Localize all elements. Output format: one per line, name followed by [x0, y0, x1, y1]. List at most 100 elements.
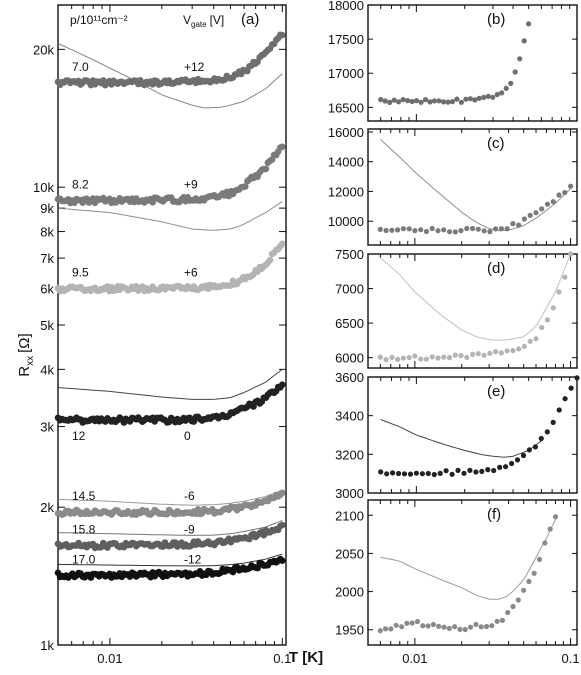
data-point — [550, 199, 556, 205]
data-point — [503, 464, 509, 470]
data-point — [483, 623, 490, 630]
y-tick-label: 17500 — [328, 32, 364, 47]
y-tick-label: 3200 — [335, 447, 364, 462]
y-tick-label: 1k — [40, 638, 54, 653]
data-point — [490, 94, 496, 100]
data-point — [473, 621, 479, 628]
data-point — [481, 94, 487, 100]
theory-curve — [57, 369, 283, 400]
data-point — [514, 457, 521, 463]
data-point — [472, 97, 478, 103]
data-point — [279, 521, 286, 529]
data-point — [461, 470, 467, 476]
data-point — [470, 225, 476, 232]
theory-curve — [57, 553, 283, 567]
data-point — [430, 621, 436, 628]
data-point — [378, 469, 384, 475]
data-point — [406, 226, 412, 232]
data-point — [377, 354, 383, 360]
data-point — [494, 618, 500, 624]
data-point — [498, 226, 504, 232]
gate-voltage-label: -6 — [184, 489, 195, 503]
data-point — [521, 587, 527, 593]
data-point — [279, 143, 286, 151]
data-point — [497, 464, 503, 470]
gate-voltage-label: +9 — [184, 178, 198, 192]
data-point — [481, 352, 487, 358]
panel-b: (b) 16500 17000 17500 18000 — [328, 0, 578, 122]
data-point — [574, 375, 580, 381]
data-point — [481, 228, 487, 234]
y-tick-label: 14000 — [328, 155, 364, 170]
data-point — [533, 336, 539, 342]
data-point — [446, 625, 452, 632]
data-point — [431, 98, 438, 104]
y-tick-label: 12000 — [328, 184, 364, 199]
data-point — [425, 623, 431, 629]
data-point — [462, 626, 468, 633]
data-point — [568, 183, 574, 189]
data-point — [493, 349, 499, 355]
data-point — [467, 467, 473, 473]
data-point — [404, 620, 410, 626]
data-point — [562, 274, 568, 280]
gate-voltage-label: +6 — [184, 266, 198, 280]
data-point — [401, 471, 408, 477]
data-point — [458, 353, 464, 359]
panel-label: (d) — [487, 260, 505, 277]
data-point — [262, 165, 270, 173]
y-tick-label: 10000 — [328, 214, 364, 229]
y-tick-label: 7k — [40, 251, 54, 266]
data-point — [504, 226, 510, 232]
theory-curve — [57, 43, 283, 109]
data-point — [254, 564, 261, 572]
data-point — [387, 99, 393, 105]
data-point — [544, 429, 550, 435]
data-point — [499, 617, 505, 624]
data-point — [510, 221, 516, 227]
plot-frame — [367, 253, 578, 369]
data-point — [395, 227, 401, 233]
data-point — [420, 623, 426, 629]
data-point — [550, 305, 556, 311]
y-tick-label: 9k — [40, 201, 54, 216]
y-tick-label: 16000 — [328, 125, 364, 140]
data-point — [526, 578, 532, 585]
data-point — [538, 435, 544, 442]
data-point — [562, 189, 568, 196]
y-tick-label: 3k — [40, 420, 54, 435]
data-point — [425, 470, 431, 477]
data-point — [452, 352, 458, 358]
data-point — [391, 97, 397, 103]
data-point — [515, 597, 521, 603]
data-point — [457, 626, 463, 633]
data-point — [539, 206, 545, 212]
data-point — [427, 99, 433, 105]
data-point — [400, 226, 406, 232]
panel-label: (f) — [487, 506, 501, 523]
data-point — [526, 21, 532, 27]
data-point — [441, 624, 447, 630]
y-tick-label: 8k — [40, 225, 54, 240]
y-tick-label: 5k — [40, 318, 54, 333]
data-point — [521, 343, 528, 349]
data-point — [390, 470, 396, 476]
panel-f: (f) 0.01 0.1 1950 2000 2050 2100 — [335, 499, 580, 666]
y-tick-label: 2100 — [335, 508, 364, 523]
panel-e: (e) 3000 3200 3400 3600 — [335, 370, 580, 501]
density-label: 8.2 — [72, 178, 89, 192]
data-point — [446, 229, 453, 235]
data-point — [414, 98, 420, 104]
header-voltage: Vgate [V] — [183, 13, 224, 29]
data-point — [440, 99, 447, 105]
data-point — [436, 98, 442, 104]
data-point — [478, 624, 484, 630]
x-tick-label: 0.01 — [402, 651, 427, 666]
plot-frame — [367, 499, 578, 646]
density-label: 12 — [72, 429, 86, 443]
data-point — [468, 624, 474, 630]
data-point — [556, 192, 562, 198]
theory-curve — [379, 253, 572, 341]
data-point — [395, 356, 401, 362]
data-point — [378, 97, 384, 103]
